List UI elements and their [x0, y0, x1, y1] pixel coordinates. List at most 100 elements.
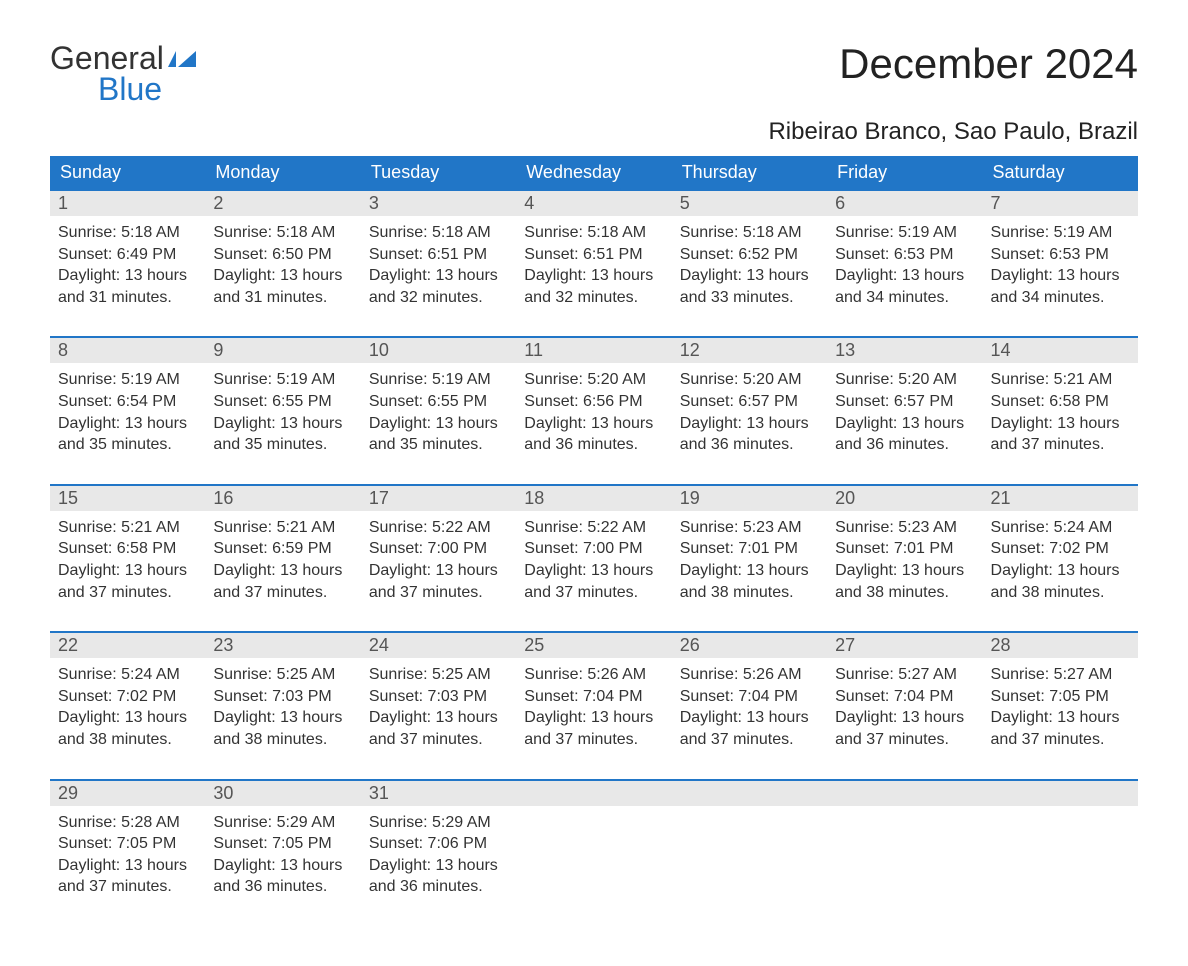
day-body: Sunrise: 5:26 AMSunset: 7:04 PMDaylight:… — [516, 658, 671, 778]
day-d1: Daylight: 13 hours — [835, 560, 974, 582]
day-sunset: Sunset: 7:03 PM — [369, 686, 508, 708]
day-number: 5 — [672, 191, 827, 216]
day-sunrise: Sunrise: 5:24 AM — [991, 517, 1130, 539]
day-cell: 18Sunrise: 5:22 AMSunset: 7:00 PMDayligh… — [516, 485, 671, 632]
day-cell: 13Sunrise: 5:20 AMSunset: 6:57 PMDayligh… — [827, 337, 982, 484]
day-body: Sunrise: 5:19 AMSunset: 6:55 PMDaylight:… — [361, 363, 516, 483]
day-cell: 2Sunrise: 5:18 AMSunset: 6:50 PMDaylight… — [205, 190, 360, 337]
day-sunrise: Sunrise: 5:18 AM — [680, 222, 819, 244]
day-body: Sunrise: 5:25 AMSunset: 7:03 PMDaylight:… — [361, 658, 516, 778]
day-cell — [827, 780, 982, 926]
day-body: Sunrise: 5:18 AMSunset: 6:52 PMDaylight:… — [672, 216, 827, 336]
day-d1: Daylight: 13 hours — [213, 413, 352, 435]
day-d2: and 37 minutes. — [369, 582, 508, 604]
day-body: Sunrise: 5:20 AMSunset: 6:57 PMDaylight:… — [672, 363, 827, 483]
day-d1: Daylight: 13 hours — [58, 265, 197, 287]
day-sunset: Sunset: 7:04 PM — [524, 686, 663, 708]
day-number: 1 — [50, 191, 205, 216]
day-cell: 31Sunrise: 5:29 AMSunset: 7:06 PMDayligh… — [361, 780, 516, 926]
day-number: 17 — [361, 486, 516, 511]
dayhead-wed: Wednesday — [516, 156, 671, 190]
day-cell: 27Sunrise: 5:27 AMSunset: 7:04 PMDayligh… — [827, 632, 982, 779]
day-d1: Daylight: 13 hours — [680, 265, 819, 287]
dayhead-mon: Monday — [205, 156, 360, 190]
day-number: 11 — [516, 338, 671, 363]
day-body: Sunrise: 5:19 AMSunset: 6:54 PMDaylight:… — [50, 363, 205, 483]
day-sunset: Sunset: 7:02 PM — [991, 538, 1130, 560]
day-cell: 14Sunrise: 5:21 AMSunset: 6:58 PMDayligh… — [983, 337, 1138, 484]
day-cell — [983, 780, 1138, 926]
day-sunset: Sunset: 7:02 PM — [58, 686, 197, 708]
day-cell: 25Sunrise: 5:26 AMSunset: 7:04 PMDayligh… — [516, 632, 671, 779]
day-sunrise: Sunrise: 5:19 AM — [991, 222, 1130, 244]
empty-day-body — [827, 806, 982, 886]
day-sunset: Sunset: 6:52 PM — [680, 244, 819, 266]
day-d2: and 38 minutes. — [58, 729, 197, 751]
day-number: 13 — [827, 338, 982, 363]
empty-day-band — [827, 781, 982, 806]
dayhead-thu: Thursday — [672, 156, 827, 190]
day-d1: Daylight: 13 hours — [524, 560, 663, 582]
week-row: 29Sunrise: 5:28 AMSunset: 7:05 PMDayligh… — [50, 780, 1138, 926]
day-number: 19 — [672, 486, 827, 511]
day-d1: Daylight: 13 hours — [680, 707, 819, 729]
day-sunset: Sunset: 7:04 PM — [835, 686, 974, 708]
day-sunrise: Sunrise: 5:24 AM — [58, 664, 197, 686]
day-sunrise: Sunrise: 5:25 AM — [213, 664, 352, 686]
day-sunset: Sunset: 7:00 PM — [369, 538, 508, 560]
day-sunrise: Sunrise: 5:26 AM — [524, 664, 663, 686]
day-number: 2 — [205, 191, 360, 216]
day-sunrise: Sunrise: 5:23 AM — [680, 517, 819, 539]
day-number: 14 — [983, 338, 1138, 363]
day-sunset: Sunset: 6:57 PM — [680, 391, 819, 413]
day-body: Sunrise: 5:29 AMSunset: 7:05 PMDaylight:… — [205, 806, 360, 926]
day-d1: Daylight: 13 hours — [369, 265, 508, 287]
day-sunset: Sunset: 6:55 PM — [213, 391, 352, 413]
day-body: Sunrise: 5:22 AMSunset: 7:00 PMDaylight:… — [361, 511, 516, 631]
day-d2: and 36 minutes. — [524, 434, 663, 456]
day-cell: 5Sunrise: 5:18 AMSunset: 6:52 PMDaylight… — [672, 190, 827, 337]
day-cell: 19Sunrise: 5:23 AMSunset: 7:01 PMDayligh… — [672, 485, 827, 632]
day-d2: and 38 minutes. — [991, 582, 1130, 604]
day-sunset: Sunset: 7:06 PM — [369, 833, 508, 855]
day-d2: and 37 minutes. — [213, 582, 352, 604]
day-number: 15 — [50, 486, 205, 511]
day-sunset: Sunset: 7:04 PM — [680, 686, 819, 708]
empty-day-band — [516, 781, 671, 806]
day-body: Sunrise: 5:22 AMSunset: 7:00 PMDaylight:… — [516, 511, 671, 631]
day-d1: Daylight: 13 hours — [991, 265, 1130, 287]
day-cell: 20Sunrise: 5:23 AMSunset: 7:01 PMDayligh… — [827, 485, 982, 632]
day-sunrise: Sunrise: 5:19 AM — [213, 369, 352, 391]
week-row: 8Sunrise: 5:19 AMSunset: 6:54 PMDaylight… — [50, 337, 1138, 484]
day-number: 12 — [672, 338, 827, 363]
day-sunset: Sunset: 6:51 PM — [524, 244, 663, 266]
day-cell: 6Sunrise: 5:19 AMSunset: 6:53 PMDaylight… — [827, 190, 982, 337]
day-d1: Daylight: 13 hours — [835, 265, 974, 287]
day-d2: and 31 minutes. — [58, 287, 197, 309]
day-d1: Daylight: 13 hours — [369, 560, 508, 582]
day-cell: 10Sunrise: 5:19 AMSunset: 6:55 PMDayligh… — [361, 337, 516, 484]
day-sunrise: Sunrise: 5:21 AM — [213, 517, 352, 539]
day-body: Sunrise: 5:27 AMSunset: 7:04 PMDaylight:… — [827, 658, 982, 778]
day-cell: 28Sunrise: 5:27 AMSunset: 7:05 PMDayligh… — [983, 632, 1138, 779]
day-number: 9 — [205, 338, 360, 363]
day-d1: Daylight: 13 hours — [369, 413, 508, 435]
day-number: 10 — [361, 338, 516, 363]
day-d2: and 37 minutes. — [991, 729, 1130, 751]
day-sunset: Sunset: 6:56 PM — [524, 391, 663, 413]
empty-day-body — [672, 806, 827, 886]
day-number: 18 — [516, 486, 671, 511]
day-number: 6 — [827, 191, 982, 216]
day-sunrise: Sunrise: 5:29 AM — [213, 812, 352, 834]
day-d2: and 35 minutes. — [58, 434, 197, 456]
day-sunrise: Sunrise: 5:18 AM — [58, 222, 197, 244]
day-d2: and 37 minutes. — [680, 729, 819, 751]
day-d2: and 37 minutes. — [369, 729, 508, 751]
day-cell: 15Sunrise: 5:21 AMSunset: 6:58 PMDayligh… — [50, 485, 205, 632]
day-body: Sunrise: 5:23 AMSunset: 7:01 PMDaylight:… — [672, 511, 827, 631]
title-block: December 2024 — [839, 40, 1138, 88]
day-d2: and 32 minutes. — [369, 287, 508, 309]
day-sunset: Sunset: 6:54 PM — [58, 391, 197, 413]
day-sunrise: Sunrise: 5:26 AM — [680, 664, 819, 686]
day-d2: and 33 minutes. — [680, 287, 819, 309]
